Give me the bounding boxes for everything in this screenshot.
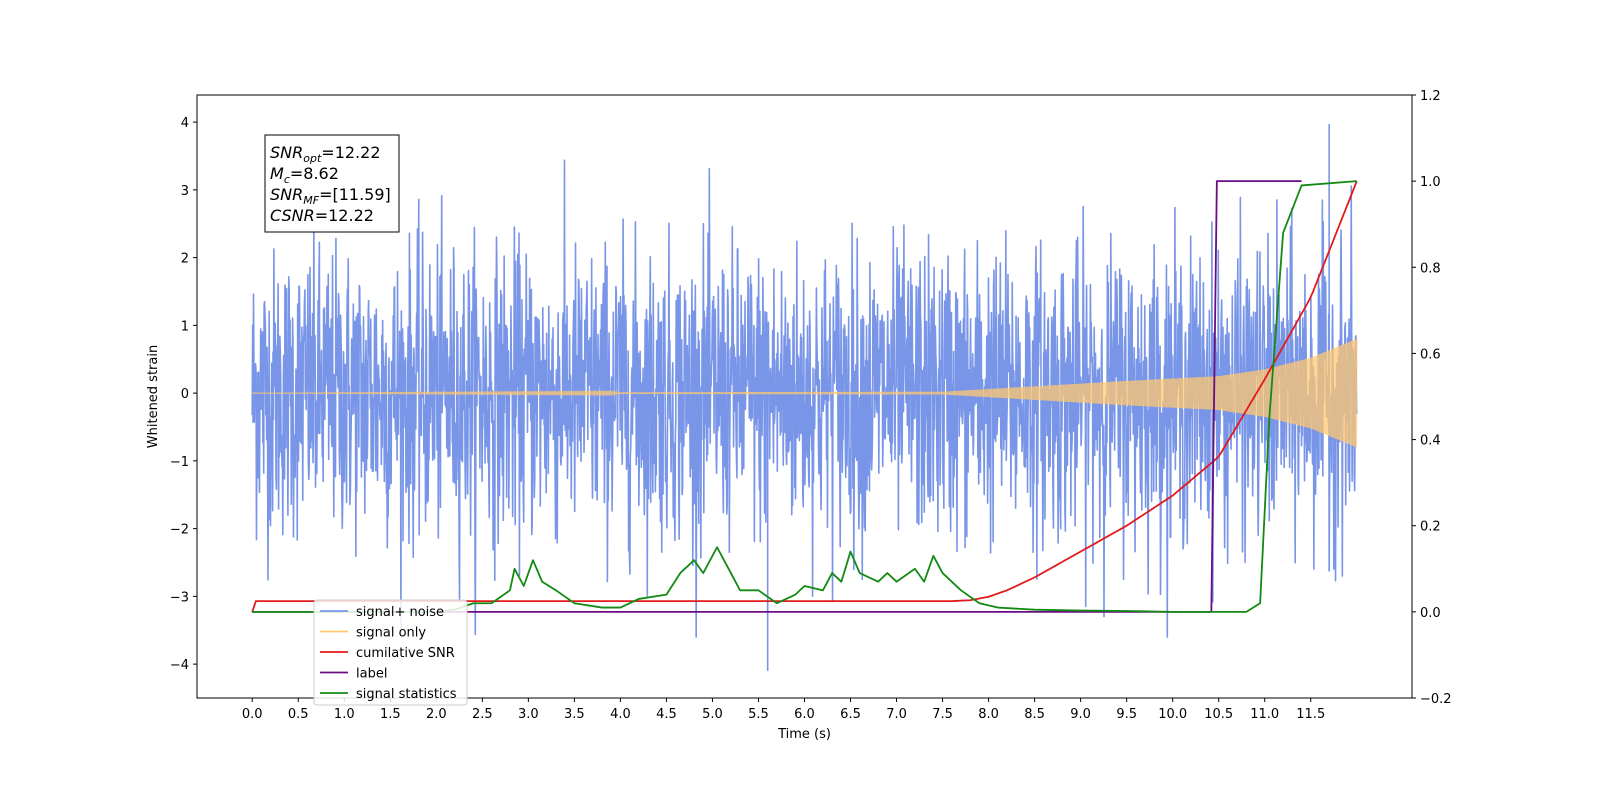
left-y-axis: −4 −3 −2 −1 0 1 2 3 4 [170,116,197,673]
x-tick-label: 2.0 [426,707,447,722]
y-tick-label: −4 [170,658,189,673]
x-tick-label: 9.5 [1116,707,1137,722]
x-axis-label: Time (s) [777,727,831,742]
x-tick-label: 3.0 [518,707,539,722]
right-y-axis: −0.2 0.0 0.2 0.4 0.6 0.8 1.0 1.2 [1412,89,1452,707]
y-tick-label: 4 [181,116,189,131]
x-tick-label: 1.0 [334,707,355,722]
x-tick-label: 9.0 [1070,707,1091,722]
x-tick-label: 8.5 [1024,707,1045,722]
x-tick-label: 0.5 [288,707,309,722]
x-tick-label: 7.0 [886,707,907,722]
annotation-frame [264,134,400,233]
plot-area [251,124,1358,671]
y-right-tick-label: 0.6 [1420,347,1441,362]
y-tick-label: 3 [181,184,189,199]
y-right-tick-label: 0.0 [1420,606,1441,621]
y-tick-label: 2 [181,252,189,267]
y-right-tick-label: 1.2 [1420,89,1441,104]
series-signal-statistics [252,180,1357,613]
annotation-line: SNRMF=[11.59] [270,185,391,207]
legend-item: signal+ noise [356,605,444,620]
y-tick-label: 0 [181,387,189,402]
y-tick-label: 1 [181,319,189,334]
series-signal-only [252,338,1358,448]
x-tick-label: 6.5 [840,707,861,722]
x-tick-label: 2.5 [472,707,493,722]
series-signal-noise [251,159,1358,638]
legend-frame [313,599,468,706]
x-tick-label: 10.0 [1158,707,1187,722]
x-tick-label: 3.5 [564,707,585,722]
y-axis-label: Whitened strain [146,345,161,448]
x-tick-label: 10.5 [1204,707,1233,722]
x-axis: 0.0 0.5 1.0 1.5 2.0 2.5 3.0 3.5 4.0 4.5 5.0 5.5 6.0 6… [242,698,1325,722]
legend-item: signal statistics [356,687,457,702]
annotation-line: Mc=8.62 [270,164,339,186]
legend-item: label [356,667,387,682]
x-tick-label: 7.5 [932,707,953,722]
legend-item: signal only [356,626,426,641]
x-tick-label: 5.0 [702,707,723,722]
y-right-tick-label: 0.4 [1420,434,1441,449]
x-tick-label: 4.0 [610,707,631,722]
y-right-tick-label: 0.2 [1420,520,1441,535]
x-tick-label: 4.5 [656,707,677,722]
x-tick-label: 8.0 [978,707,999,722]
x-tick-label: 5.5 [748,707,769,722]
y-right-tick-label: 0.8 [1420,261,1441,276]
annotation-line: SNRopt=12.22 [270,143,381,165]
legend: signal+ noise signal only cumilative SNR la… [313,599,468,706]
x-tick-label: 11.0 [1250,707,1279,722]
y-tick-label: −3 [170,590,189,605]
y-tick-label: −1 [170,455,189,470]
annotation-box: SNRopt=12.22Mc=8.62SNRMF=[11.59]CSNR=12.… [264,134,400,233]
x-tick-label: 11.5 [1296,707,1325,722]
y-tick-label: −2 [170,523,189,538]
y-right-tick-label: −0.2 [1420,692,1452,707]
annotation-line: CSNR=12.22 [270,206,374,225]
y-right-tick-label: 1.0 [1420,175,1441,190]
x-tick-label: 1.5 [380,707,401,722]
x-tick-label: 6.0 [794,707,815,722]
legend-item: cumilative SNR [356,646,455,661]
x-tick-label: 0.0 [242,707,263,722]
series-label [252,180,1302,613]
